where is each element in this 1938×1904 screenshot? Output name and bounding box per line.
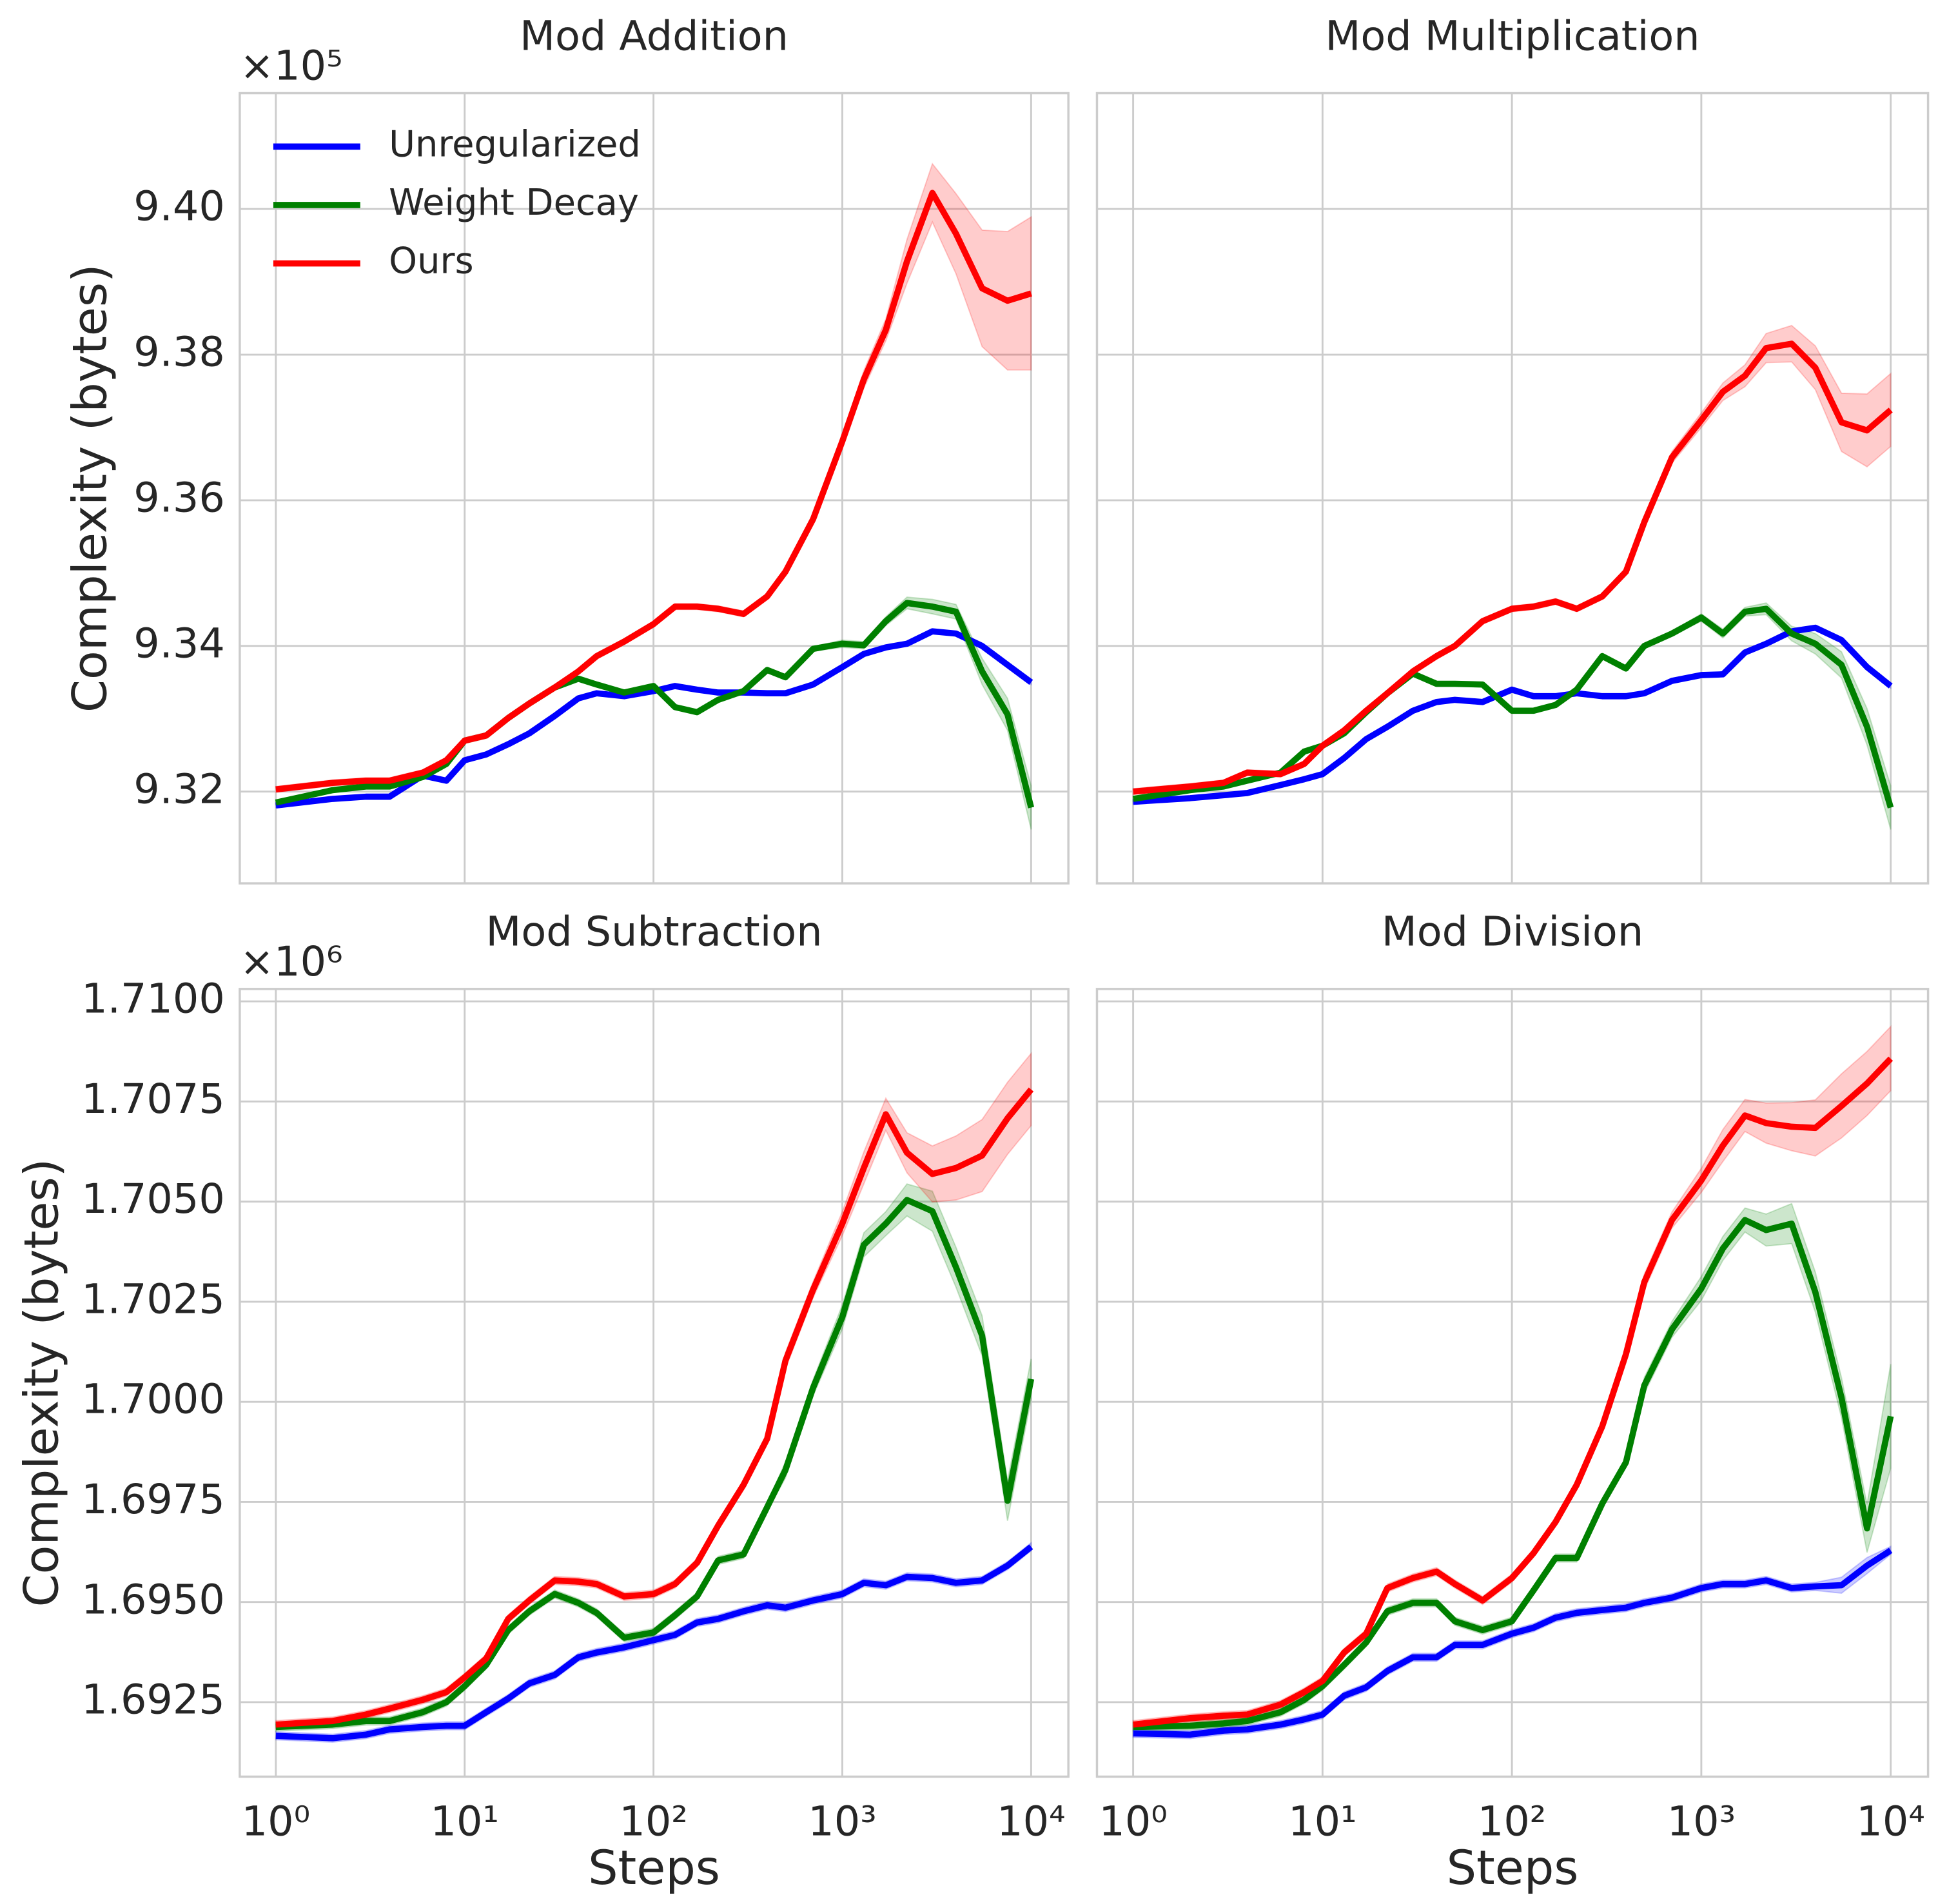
x-tick-label: 10⁴ xyxy=(997,1797,1065,1845)
y-tick-label: 9.32 xyxy=(133,765,225,812)
series-line xyxy=(1133,624,1893,805)
x-tick-label: 10³ xyxy=(808,1797,876,1845)
plot-area xyxy=(1132,324,1894,830)
y-tick-label: 9.38 xyxy=(133,328,225,376)
x-tick-label: 10² xyxy=(1478,1797,1546,1845)
x-tick-label: 10⁴ xyxy=(1856,1797,1924,1845)
y-axis-label: Complexity (bytes) xyxy=(14,1159,69,1607)
series-line xyxy=(1133,1217,1894,1731)
subplot-title: Mod Multiplication xyxy=(1325,12,1699,59)
error-band xyxy=(1132,1202,1892,1732)
plot-area xyxy=(275,162,1035,830)
x-axis-label: Steps xyxy=(1447,1841,1579,1896)
y-tick-label: 9.36 xyxy=(133,473,225,521)
x-tick-label: 10¹ xyxy=(431,1797,499,1845)
subplot-title: Mod Addition xyxy=(520,12,788,59)
y-tick-label: 1.7025 xyxy=(81,1275,224,1322)
subplot-title: Mod Division xyxy=(1382,908,1643,956)
error-band xyxy=(1132,1545,1892,1740)
series-line xyxy=(275,1197,1035,1731)
offset-text: ×10⁶ xyxy=(240,937,343,985)
series-line xyxy=(275,628,1033,809)
y-axis-label: Complexity (bytes) xyxy=(63,264,118,712)
legend-label: Unregularized xyxy=(389,124,641,166)
y-tick-label: 1.7075 xyxy=(81,1075,224,1123)
x-tick-label: 10⁰ xyxy=(1099,1797,1167,1845)
y-tick-label: 9.40 xyxy=(133,182,225,230)
series-line xyxy=(275,1544,1033,1742)
x-tick-label: 10² xyxy=(619,1797,687,1845)
y-tick-label: 1.7050 xyxy=(81,1175,224,1222)
series-line xyxy=(275,1087,1034,1728)
series-line xyxy=(1133,340,1893,795)
y-tick-label: 1.6975 xyxy=(81,1475,224,1523)
legend-label: Weight Decay xyxy=(389,182,639,224)
x-tick-label: 10³ xyxy=(1667,1797,1736,1845)
legend-label: Ours xyxy=(389,240,473,282)
y-tick-label: 1.7100 xyxy=(81,975,224,1023)
series-line xyxy=(1133,1547,1893,1738)
series-line xyxy=(275,190,1032,793)
axes-frame xyxy=(239,988,1070,1778)
y-tick-label: 1.6950 xyxy=(81,1575,224,1623)
y-tick-label: 9.34 xyxy=(133,619,225,667)
x-axis-label: Steps xyxy=(588,1841,720,1896)
series-line xyxy=(1132,605,1894,809)
y-tick-label: 1.7000 xyxy=(81,1375,224,1423)
offset-text: ×10⁵ xyxy=(240,42,343,90)
x-tick-label: 10⁰ xyxy=(242,1797,310,1845)
x-tick-label: 10¹ xyxy=(1288,1797,1356,1845)
plot-area xyxy=(1132,1025,1894,1740)
y-tick-label: 1.6925 xyxy=(81,1676,224,1723)
axes-frame xyxy=(1095,988,1930,1778)
plot-area xyxy=(275,1052,1035,1743)
error-band xyxy=(1132,1025,1892,1730)
axes-frame xyxy=(239,92,1070,885)
series-line xyxy=(275,600,1035,809)
axes-frame xyxy=(1095,92,1930,885)
series-line xyxy=(1133,1056,1894,1728)
subplot-title: Mod Subtraction xyxy=(485,908,822,956)
